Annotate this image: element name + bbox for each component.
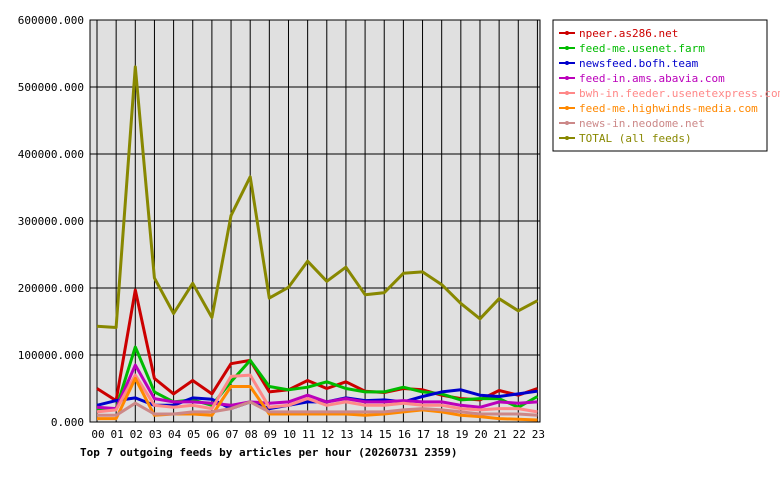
legend-marker	[565, 91, 569, 95]
series-lines	[96, 65, 539, 422]
legend-label: npeer.as286.net	[579, 27, 678, 40]
legend-marker	[565, 46, 569, 50]
x-tick-label: 10	[283, 428, 296, 441]
series-line-7	[96, 65, 539, 329]
x-tick-label: 15	[379, 428, 392, 441]
series-line-6	[97, 400, 538, 417]
x-tick-label: 11	[302, 428, 315, 441]
legend-label: news-in.neodome.net	[579, 117, 705, 130]
legend-label: feed-me.usenet.farm	[579, 42, 705, 55]
x-tick-label: 12	[321, 428, 334, 441]
x-tick-label: 08	[245, 428, 258, 441]
x-tick-label: 21	[494, 428, 507, 441]
chart-title: Top 7 outgoing feeds by articles per hou…	[80, 446, 458, 459]
legend-marker	[565, 106, 569, 110]
x-tick-label: 23	[532, 428, 545, 441]
x-tick-label: 13	[340, 428, 353, 441]
x-tick-label: 07	[225, 428, 238, 441]
x-tick-label: 17	[417, 428, 430, 441]
y-tick-label: 200000.000	[18, 282, 84, 295]
legend: npeer.as286.net feed-me.usenet.farm newsfe…	[552, 19, 780, 152]
series-line-4	[96, 373, 538, 414]
x-tick-label: 22	[513, 428, 526, 441]
legend-marker	[565, 121, 569, 125]
y-tick-label: 0.000	[51, 416, 84, 429]
y-tick-label: 300000.000	[18, 215, 84, 228]
x-tick-label: 14	[359, 428, 373, 441]
legend-label: bwh-in.feeder.usenetexpress.com	[579, 87, 780, 100]
legend-marker	[565, 31, 569, 35]
y-tick-label: 600000.000	[18, 14, 84, 27]
x-tick-label: 19	[455, 428, 468, 441]
x-tick-label: 05	[187, 428, 200, 441]
legend-marker	[565, 136, 569, 140]
plot-frame	[89, 19, 541, 423]
x-tick-label: 04	[168, 428, 182, 441]
legend-box	[552, 19, 768, 152]
y-tick-label: 400000.000	[18, 148, 84, 161]
series-line-3	[96, 363, 538, 411]
y-tick-label: 100000.000	[18, 349, 84, 362]
legend-label: feed-me.highwinds-media.com	[579, 102, 758, 115]
x-tick-label: 01	[111, 428, 124, 441]
x-tick-label: 02	[130, 428, 143, 441]
legend-marker	[565, 61, 569, 65]
legend-label: newsfeed.bofh.team	[579, 57, 699, 70]
x-tick-label: 06	[206, 428, 219, 441]
legend-label: feed-in.ams.abavia.com	[579, 72, 725, 85]
x-axis-ticks: 00 01 02 03 04 05 06 07 08 09 10 11 12 13 14 15 16 17 18 19…	[91, 428, 545, 441]
legend-label: TOTAL (all feeds)	[579, 132, 692, 145]
x-tick-label: 18	[436, 428, 449, 441]
x-tick-label: 09	[264, 428, 277, 441]
x-tick-label: 16	[398, 428, 411, 441]
legend-marker	[565, 76, 569, 80]
x-tick-label: 20	[474, 428, 487, 441]
x-tick-label: 00	[91, 428, 104, 441]
y-tick-label: 500000.000	[18, 81, 84, 94]
y-axis-ticks: 0.000 100000.000 200000.000 300000.000 40000…	[18, 14, 84, 429]
x-tick-label: 03	[149, 428, 162, 441]
